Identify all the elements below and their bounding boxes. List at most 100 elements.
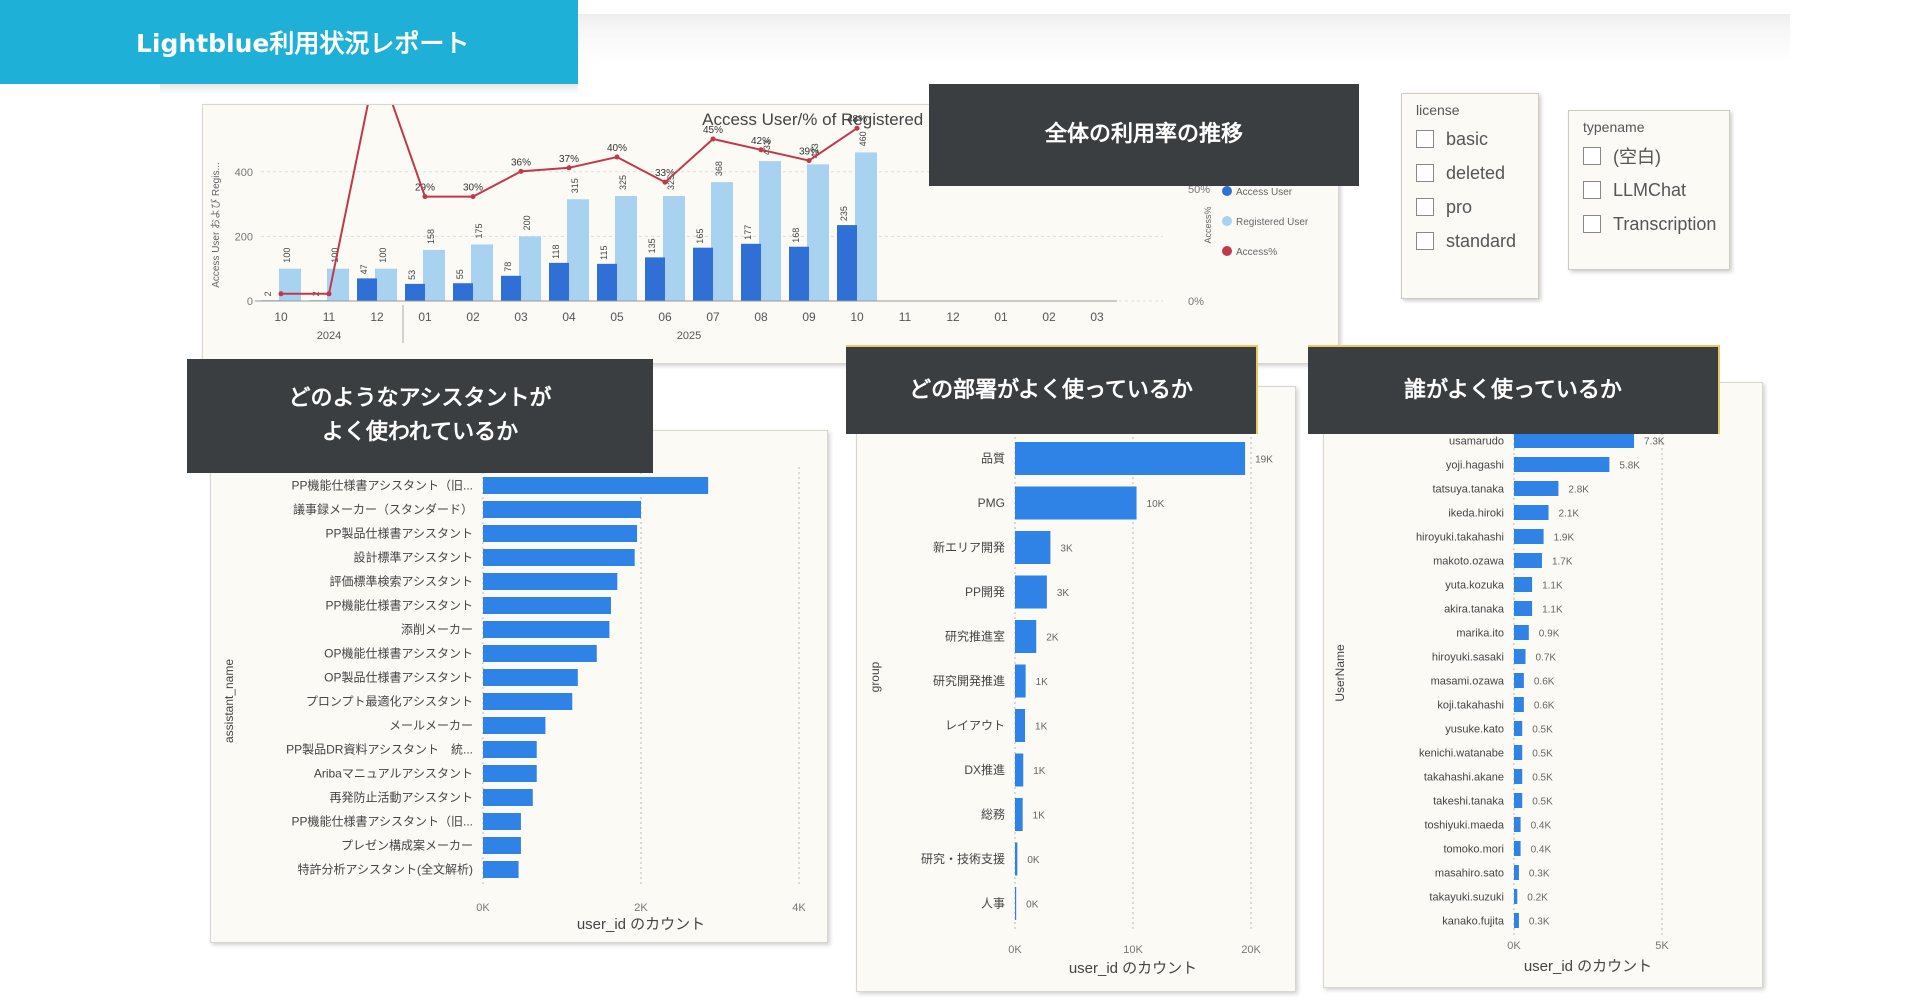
category-label: koji.takahashi — [1437, 700, 1504, 712]
registered-user-bar — [663, 196, 685, 301]
access-data-label: 115 — [599, 245, 609, 259]
y-tick-label: 0 — [247, 296, 253, 308]
access-user-bar — [645, 257, 665, 301]
license-option-label: pro — [1446, 196, 1473, 217]
typename-checkbox[interactable] — [1583, 215, 1601, 233]
data-label: 1K — [1033, 766, 1046, 777]
data-bar — [483, 765, 537, 782]
license-option[interactable]: standard — [1402, 224, 1538, 258]
registered-user-bar — [279, 268, 301, 301]
data-bar — [483, 669, 578, 686]
data-bar — [483, 741, 537, 758]
access-percent-point — [806, 158, 812, 164]
typename-option[interactable]: Transcription — [1569, 207, 1729, 241]
access-percent-point — [662, 179, 668, 185]
license-option-label: basic — [1446, 128, 1489, 149]
x-tick-label: 04 — [562, 310, 576, 324]
data-bar — [1514, 553, 1542, 568]
license-checkbox[interactable] — [1416, 164, 1434, 182]
category-label: 評価標準検索アシスタント — [329, 574, 473, 589]
registered-data-label: 100 — [330, 248, 340, 263]
license-option[interactable]: pro — [1402, 190, 1538, 224]
category-label: takeshi.tanaka — [1433, 796, 1505, 808]
access-data-label: 78 — [503, 262, 513, 272]
typename-checkbox[interactable] — [1583, 147, 1601, 165]
data-bar — [483, 525, 638, 542]
data-label: 0.7K — [1536, 653, 1557, 664]
data-label: 0.3K — [1529, 869, 1550, 880]
percent-data-label: 37% — [559, 154, 579, 165]
typename-option[interactable]: LLMChat — [1569, 173, 1729, 207]
access-data-label: 53 — [407, 270, 417, 280]
y2-tick-label: 50% — [1188, 184, 1210, 196]
percent-data-label: 33% — [655, 168, 675, 179]
typename-slicer: typename (空白) LLMChat Transcription — [1568, 110, 1730, 270]
typename-option-label: Transcription — [1613, 213, 1717, 234]
x-tick-label: 5K — [1655, 940, 1669, 952]
access-percent-point — [518, 168, 524, 174]
registered-data-label: 175 — [474, 223, 484, 238]
license-option[interactable]: basic — [1402, 122, 1538, 156]
access-data-label: 118 — [551, 245, 561, 259]
license-checkbox[interactable] — [1416, 232, 1434, 250]
x-tick-label: 01 — [994, 310, 1008, 324]
x-tick-label: 06 — [658, 310, 672, 324]
x-tick-label: 03 — [514, 310, 528, 324]
data-label: 5.8K — [1619, 461, 1640, 472]
category-label: 品質 — [981, 451, 1005, 466]
y-axis-label: assistant_name — [222, 659, 236, 743]
percent-data-label: 29% — [415, 183, 435, 194]
data-bar — [1514, 841, 1521, 856]
percent-data-label: 48% — [847, 114, 867, 125]
x-tick-label: 0K — [1008, 944, 1022, 956]
data-label: 1.9K — [1554, 533, 1575, 544]
license-option[interactable]: deleted — [1402, 156, 1538, 190]
registered-user-bar — [567, 199, 589, 301]
data-bar — [483, 573, 618, 590]
category-label: PP機能仕様書アシスタント（旧... — [291, 814, 473, 829]
data-label: 0.9K — [1539, 629, 1560, 640]
category-label: 特許分析アシスタント(全文解析) — [297, 862, 473, 877]
typename-checkbox[interactable] — [1583, 181, 1601, 199]
data-bar — [1015, 442, 1246, 475]
x-tick-label: 20K — [1241, 944, 1261, 956]
x-tick-label: 2K — [634, 902, 648, 914]
report-title: Lightblue利用状況レポート — [136, 29, 470, 58]
registered-user-bar — [519, 236, 541, 301]
category-label: hiroyuki.takahashi — [1416, 532, 1504, 544]
category-label: プレゼン構成案メーカー — [341, 838, 473, 853]
x-tick-label: 0K — [1507, 940, 1521, 952]
x-tick-label: 08 — [754, 310, 768, 324]
category-label: 添削メーカー — [401, 623, 473, 637]
access-user-combo-chart: Access User/% of Registered User Access U… — [210, 46, 1309, 343]
license-checkbox[interactable] — [1416, 198, 1434, 216]
data-bar — [1514, 769, 1523, 784]
data-bar — [1514, 457, 1610, 472]
x-tick-label: 05 — [610, 310, 624, 324]
x-tick-label: 12 — [946, 310, 960, 324]
access-data-label: 177 — [743, 225, 753, 240]
license-checkbox[interactable] — [1416, 130, 1434, 148]
data-bar — [1015, 798, 1023, 831]
access-user-bar — [357, 278, 377, 301]
category-label: ikeda.hiroki — [1448, 508, 1504, 520]
data-bar — [1514, 745, 1523, 760]
typename-option[interactable]: (空白) — [1569, 139, 1729, 173]
access-data-label: 2 — [263, 291, 273, 296]
data-label: 0.5K — [1532, 773, 1553, 784]
license-option-label: standard — [1446, 230, 1517, 251]
data-bar — [1514, 649, 1526, 664]
category-label: 人事 — [981, 897, 1005, 911]
percent-data-label: 42% — [751, 136, 771, 147]
data-label: 10K — [1147, 499, 1165, 510]
data-label: 0K — [1026, 900, 1039, 911]
registered-user-bar — [375, 268, 397, 301]
access-percent-point — [854, 125, 860, 131]
data-bar — [483, 549, 635, 566]
year-label: 2024 — [317, 330, 341, 342]
x-tick-label: 02 — [466, 310, 480, 324]
data-label: 3K — [1057, 588, 1070, 599]
callout-departments: どの部署がよく使っているか — [846, 345, 1258, 434]
data-bar — [1514, 697, 1524, 712]
